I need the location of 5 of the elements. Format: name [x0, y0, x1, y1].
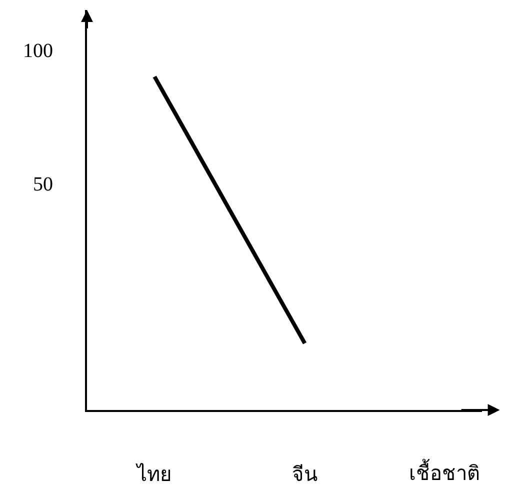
y-tick-label: 50	[33, 173, 53, 196]
y-tick-label: 100	[23, 40, 53, 62]
x-axis-title: เชื้อชาติ	[409, 459, 480, 485]
x-tick-label: จีน	[292, 464, 318, 486]
x-tick-label: ไทย	[135, 463, 172, 486]
